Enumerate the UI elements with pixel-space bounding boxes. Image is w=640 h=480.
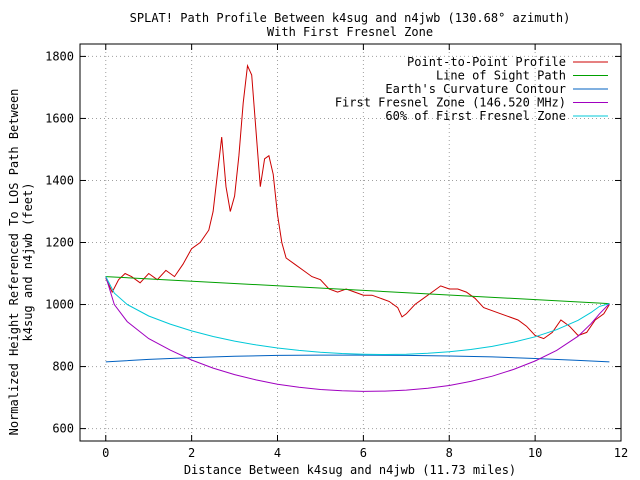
y-tick-label: 1600	[45, 111, 74, 125]
legend-label-4: First Fresnel Zone (146.520 MHz)	[335, 96, 566, 110]
legend-label-3: Earth's Curvature Contour	[385, 82, 566, 96]
series-line-1	[105, 63, 610, 340]
x-tick-label: 6	[360, 446, 367, 460]
y-tick-label: 1200	[45, 236, 74, 250]
series-line-5	[105, 276, 610, 356]
legend-label-5: 60% of First Fresnel Zone	[385, 109, 566, 123]
x-tick-label: 4	[274, 446, 281, 460]
axis-ticks: 0 2 4 6 8 10 12 600 800 1000 1200 1400 1600 1800	[45, 44, 628, 460]
legend-label-2: Line of Sight Path	[436, 69, 566, 83]
x-tick-label: 10	[528, 446, 542, 460]
y-tick-label: 1800	[45, 49, 74, 63]
y-tick-label: 1000	[45, 298, 74, 312]
y-tick-label: 800	[52, 360, 74, 374]
x-axis-label: Distance Between k4sug and n4jwb (11.73 …	[184, 463, 516, 477]
x-tick-label: 0	[102, 446, 109, 460]
series-line-3	[105, 354, 610, 363]
chart-title-line2: With First Fresnel Zone	[267, 25, 433, 39]
legend-label-1: Point-to-Point Profile	[407, 55, 566, 69]
chart-title-line1: SPLAT! Path Profile Between k4sug and n4…	[130, 11, 571, 25]
y-axis-label-line2: k4sug and n4jwb (feet)	[21, 183, 35, 342]
x-tick-label: 8	[446, 446, 453, 460]
y-tick-label: 1400	[45, 173, 74, 187]
series-line-4	[105, 276, 610, 392]
y-tick-label: 600	[52, 422, 74, 436]
x-tick-label: 12	[614, 446, 628, 460]
x-tick-label: 2	[188, 446, 195, 460]
plot-series	[105, 63, 610, 392]
y-axis-label-line1: Normalized Height Referenced To LOS Path…	[7, 89, 21, 436]
series-line-2	[105, 276, 610, 305]
